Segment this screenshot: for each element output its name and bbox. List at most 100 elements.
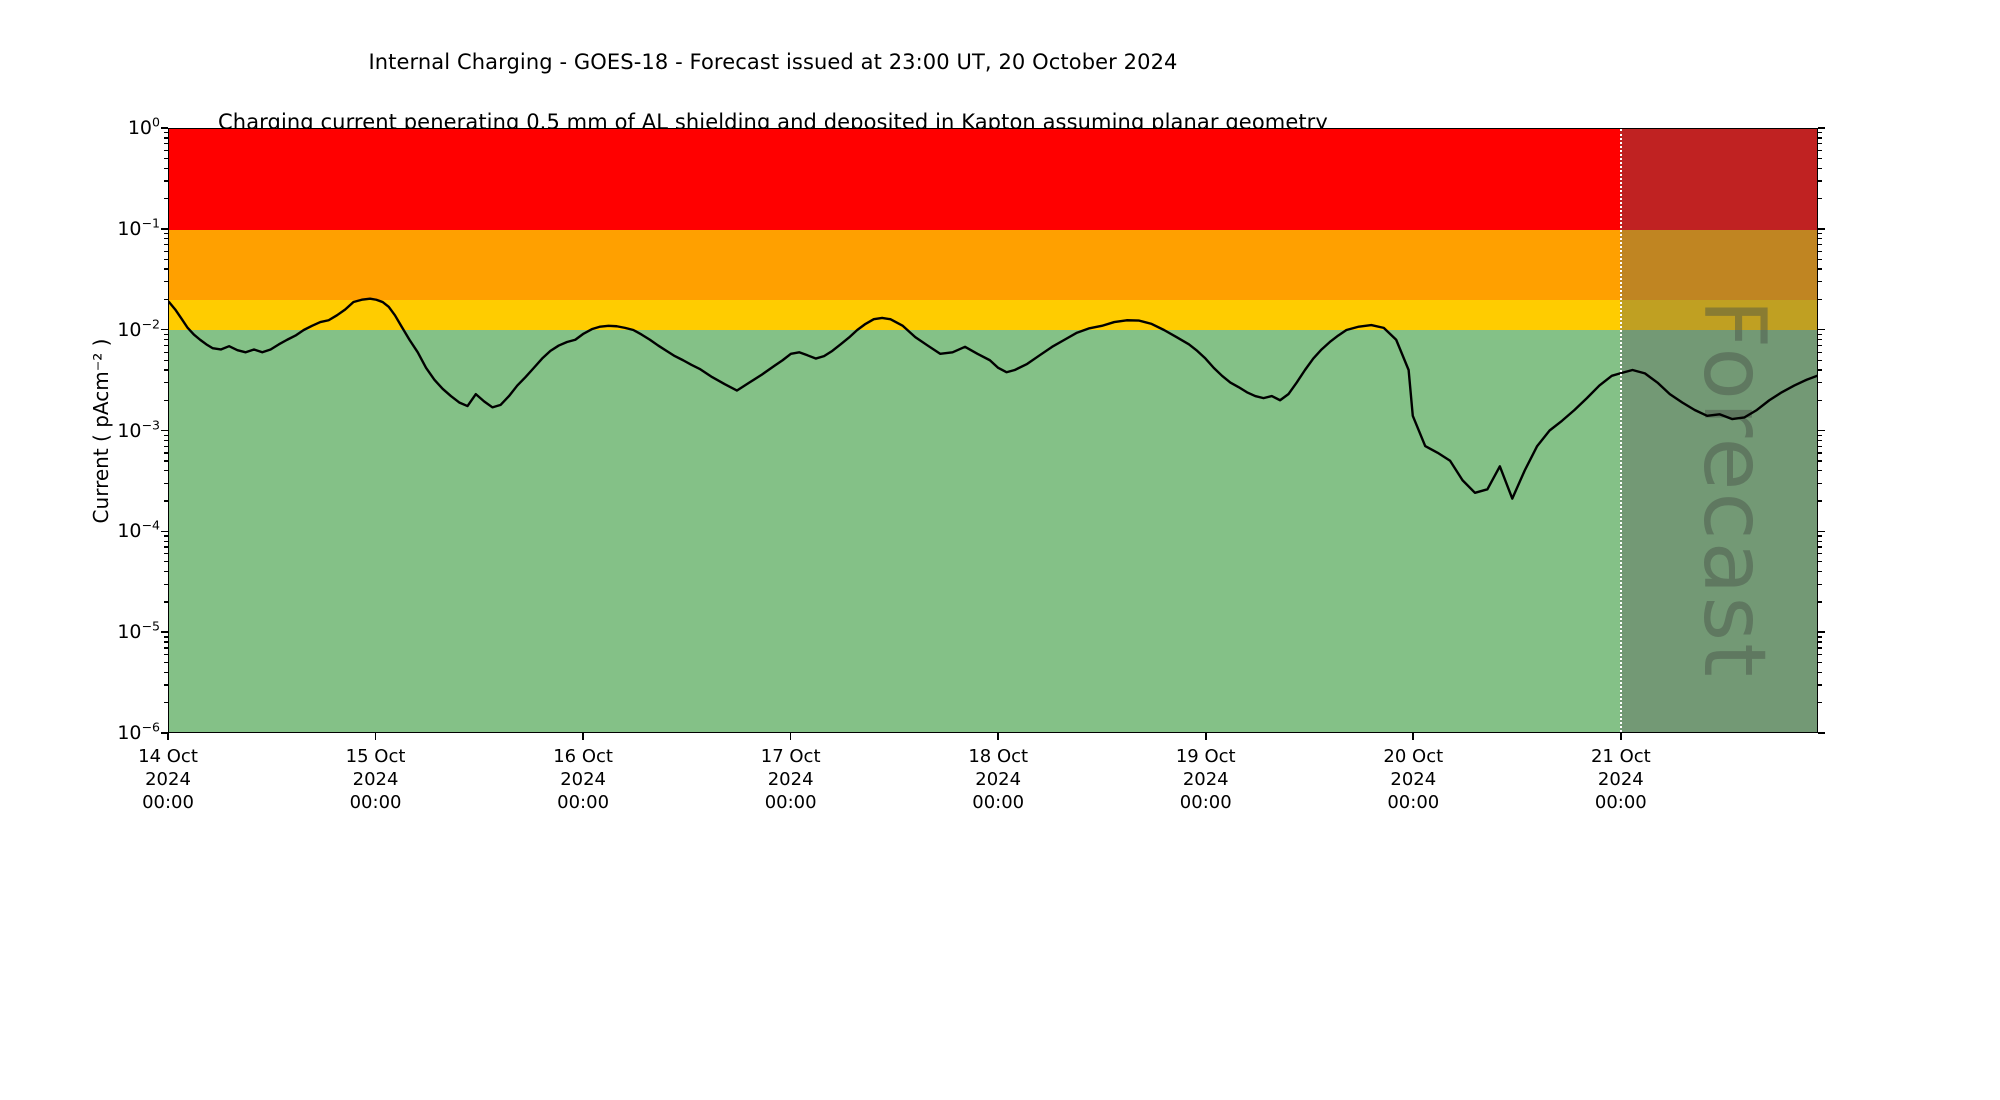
y-tick-mark-minor-right [1818, 583, 1822, 585]
y-tick-label-0: 100 [127, 114, 160, 139]
x-tick-year: 2024 [352, 769, 399, 790]
y-tick-mark-minor-right [1818, 143, 1822, 145]
y-tick-mark-major-1 [161, 228, 168, 230]
y-tick-mark-minor-right [1818, 369, 1822, 371]
y-tick-mark-minor-right [1818, 132, 1822, 134]
x-tick-year: 2024 [560, 769, 606, 790]
y-tick-mark-minor [164, 583, 168, 585]
y-tick-mark-minor-right [1818, 500, 1822, 502]
x-tick-mark-2 [582, 733, 584, 740]
x-tick-day: 14 Oct [138, 746, 198, 767]
y-tick-mark-minor-right [1818, 149, 1822, 152]
y-tick-mark-minor [164, 338, 168, 341]
y-tick-mark-minor-right [1818, 561, 1822, 563]
y-tick-mark-minor-right [1818, 570, 1822, 573]
y-tick-mark-minor [164, 180, 168, 182]
y-tick-mark-minor-right [1818, 180, 1822, 182]
y-tick-mark-minor [164, 268, 168, 270]
y-tick-mark-minor-right [1818, 601, 1822, 603]
y-tick-mark-minor-right [1818, 434, 1822, 436]
x-tick-day: 15 Oct [345, 746, 406, 767]
x-tick-mark-3 [789, 733, 792, 740]
y-tick-mark-major-right-6 [1818, 732, 1825, 734]
y-tick-mark-minor [164, 381, 168, 384]
x-tick-year: 2024 [1597, 769, 1644, 790]
x-tick-mark-4 [997, 733, 999, 740]
y-tick-label-4: 10−4 [117, 518, 160, 543]
charging-current-line [169, 129, 1817, 732]
y-tick-mark-minor [164, 662, 168, 664]
x-tick-label-1: 15 Oct 2024 00:00 [346, 745, 406, 814]
y-tick-mark-major-right-1 [1818, 228, 1825, 230]
y-tick-mark-minor-right [1818, 482, 1822, 485]
y-tick-mark-minor [164, 197, 168, 200]
y-tick-mark-minor-right [1818, 281, 1822, 283]
y-tick-label-3: 10−3 [117, 417, 160, 442]
y-tick-mark-minor-right [1818, 654, 1822, 656]
x-tick-time: 00:00 [1594, 792, 1647, 813]
y-tick-mark-minor-right [1818, 540, 1822, 542]
y-tick-mark-minor-right [1818, 553, 1822, 555]
y-tick-label-6: 10−6 [117, 719, 160, 744]
y-tick-mark-minor-right [1818, 647, 1822, 649]
y-tick-mark-minor [164, 434, 168, 436]
y-tick-mark-minor [164, 167, 168, 169]
y-tick-mark-minor [164, 535, 168, 537]
y-tick-mark-minor-right [1818, 238, 1822, 240]
y-tick-label-5: 10−5 [117, 618, 160, 644]
y-tick-mark-minor [164, 281, 168, 283]
x-tick-time: 00:00 [972, 792, 1025, 813]
y-tick-mark-minor-right [1818, 535, 1822, 537]
forecast-region-shading [1620, 129, 1817, 732]
y-tick-mark-minor-right [1818, 641, 1822, 643]
y-tick-mark-minor [164, 250, 168, 252]
x-tick-year: 2024 [1390, 769, 1437, 790]
x-tick-day: 19 Oct [1175, 746, 1236, 767]
y-tick-mark-minor-right [1818, 250, 1822, 252]
y-tick-mark-minor [164, 540, 168, 542]
charging-current-polyline [169, 299, 1817, 499]
y-tick-mark-minor [164, 149, 168, 152]
y-tick-mark-minor [164, 470, 168, 472]
y-tick-mark-minor [164, 445, 168, 447]
y-tick-mark-minor-right [1818, 137, 1822, 139]
y-tick-mark-minor-right [1818, 662, 1822, 664]
y-tick-mark-minor-right [1818, 197, 1822, 200]
y-tick-mark-minor-right [1818, 258, 1822, 260]
y-tick-mark-minor-right [1818, 268, 1822, 270]
x-tick-label-7: 21 Oct 2024 00:00 [1591, 745, 1651, 814]
y-tick-label-1: 10−1 [117, 215, 160, 240]
y-tick-mark-minor [164, 671, 168, 674]
x-tick-time: 00:00 [764, 792, 817, 813]
y-tick-mark-major-right-0 [1818, 127, 1825, 129]
y-tick-mark-minor-right [1818, 671, 1822, 674]
y-tick-mark-minor [164, 482, 168, 485]
y-tick-mark-minor [164, 258, 168, 260]
y-tick-mark-major-right-4 [1818, 530, 1825, 533]
y-tick-mark-minor [164, 702, 168, 704]
y-tick-mark-minor [164, 439, 168, 442]
y-tick-mark-minor-right [1818, 381, 1822, 384]
x-tick-label-3: 17 Oct 2024 00:00 [761, 745, 821, 814]
x-tick-mark-5 [1204, 733, 1207, 740]
y-tick-mark-minor [164, 238, 168, 240]
y-tick-mark-minor-right [1818, 344, 1822, 347]
y-tick-mark-minor [164, 359, 168, 361]
y-tick-mark-major-right-2 [1818, 328, 1825, 331]
y-tick-mark-minor-right [1818, 359, 1822, 361]
x-tick-mark-6 [1412, 733, 1415, 740]
y-tick-mark-minor [164, 243, 168, 246]
y-tick-label-2: 10−2 [117, 316, 160, 341]
x-tick-day: 20 Oct [1383, 746, 1444, 767]
y-tick-mark-major-6 [161, 732, 168, 734]
y-tick-mark-minor-right [1818, 702, 1822, 704]
y-tick-mark-minor-right [1818, 439, 1822, 442]
y-tick-mark-minor-right [1818, 445, 1822, 447]
y-tick-mark-minor-right [1818, 167, 1822, 169]
y-tick-mark-minor [164, 351, 168, 353]
x-tick-mark-0 [167, 733, 169, 740]
y-tick-mark-minor [164, 157, 168, 160]
y-tick-mark-minor [164, 684, 168, 686]
y-tick-mark-minor [164, 654, 168, 656]
y-tick-mark-minor [164, 232, 168, 235]
